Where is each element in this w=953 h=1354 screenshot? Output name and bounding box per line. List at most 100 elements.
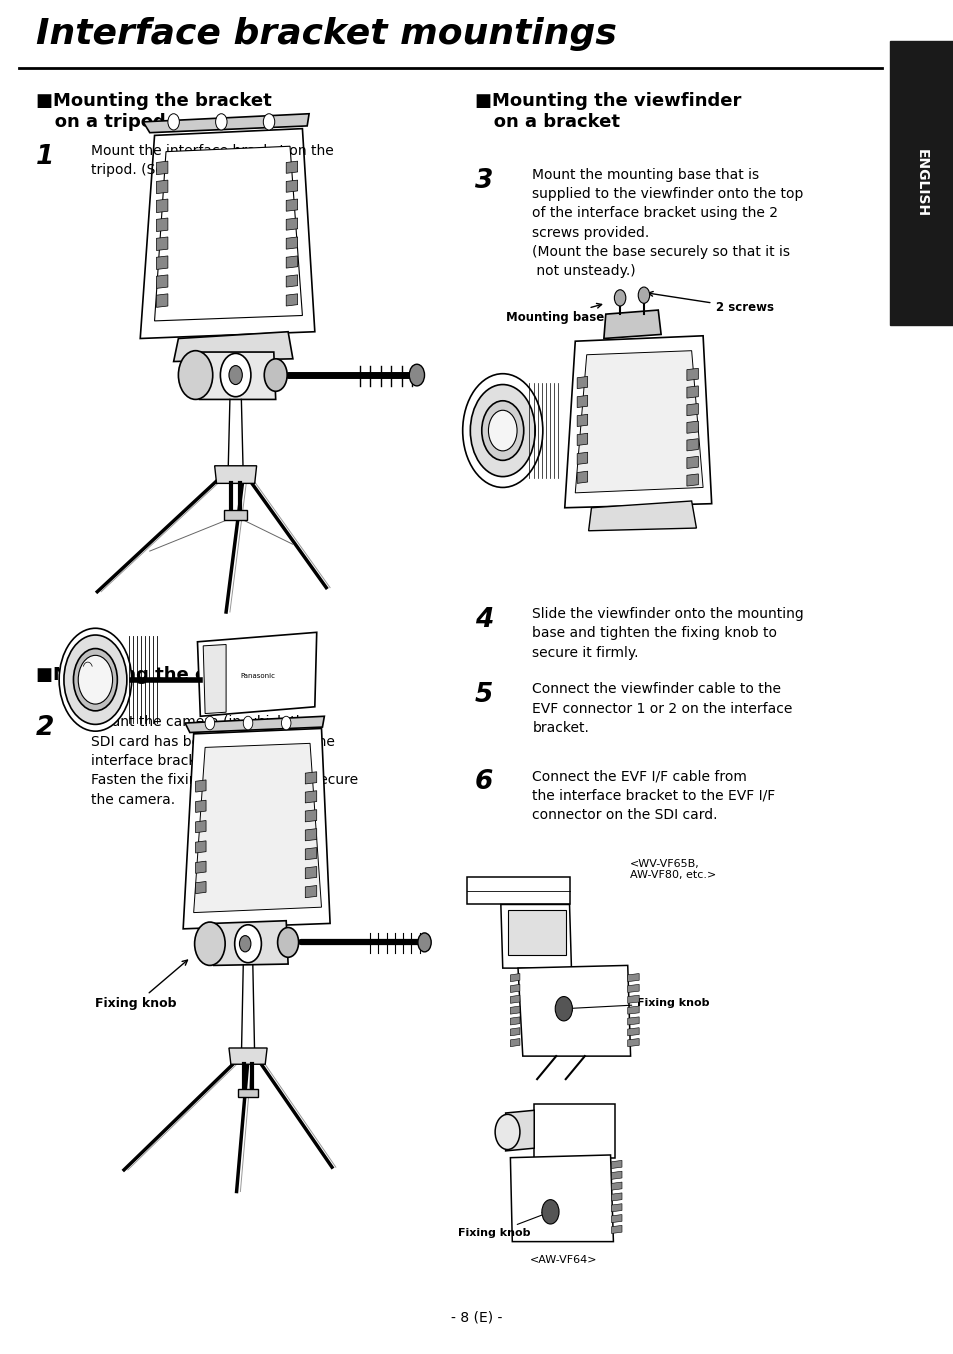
Polygon shape — [214, 466, 256, 483]
Polygon shape — [305, 810, 316, 822]
Polygon shape — [173, 332, 293, 362]
Polygon shape — [156, 256, 168, 269]
Circle shape — [481, 401, 523, 460]
Polygon shape — [193, 743, 321, 913]
Circle shape — [220, 353, 251, 397]
Text: Fixing knob: Fixing knob — [457, 1213, 546, 1238]
Circle shape — [495, 1114, 519, 1150]
Circle shape — [239, 936, 251, 952]
Polygon shape — [156, 294, 168, 307]
Circle shape — [194, 922, 225, 965]
Polygon shape — [510, 995, 519, 1003]
Circle shape — [638, 287, 649, 303]
Circle shape — [488, 410, 517, 451]
Circle shape — [215, 114, 227, 130]
Polygon shape — [588, 501, 696, 531]
Circle shape — [470, 385, 535, 477]
Polygon shape — [507, 910, 565, 955]
Polygon shape — [195, 800, 206, 812]
Text: 2 screws: 2 screws — [647, 291, 773, 314]
Polygon shape — [510, 984, 519, 992]
Polygon shape — [603, 310, 660, 338]
Polygon shape — [505, 1110, 534, 1151]
Text: Mount the mounting base that is
supplied to the viewfinder onto the top
of the i: Mount the mounting base that is supplied… — [532, 168, 802, 279]
Text: ENGLISH: ENGLISH — [914, 149, 928, 217]
Circle shape — [73, 649, 117, 711]
Circle shape — [263, 114, 274, 130]
Polygon shape — [577, 471, 587, 483]
Polygon shape — [627, 1028, 639, 1036]
Polygon shape — [611, 1204, 621, 1212]
Text: 3: 3 — [475, 168, 493, 194]
Polygon shape — [197, 352, 275, 399]
Polygon shape — [286, 275, 297, 287]
Polygon shape — [500, 904, 571, 968]
Polygon shape — [156, 199, 168, 213]
Polygon shape — [686, 386, 698, 398]
Text: ■Mounting the bracket
   on a tripod: ■Mounting the bracket on a tripod — [36, 92, 272, 131]
Polygon shape — [627, 974, 639, 982]
Polygon shape — [577, 452, 587, 464]
Polygon shape — [305, 829, 316, 841]
Polygon shape — [305, 867, 316, 879]
Circle shape — [178, 351, 213, 399]
Polygon shape — [286, 256, 297, 268]
Circle shape — [462, 374, 542, 487]
Circle shape — [59, 628, 132, 731]
Polygon shape — [185, 716, 324, 733]
Polygon shape — [156, 237, 168, 250]
Polygon shape — [577, 414, 587, 427]
Polygon shape — [577, 376, 587, 389]
Polygon shape — [238, 1089, 257, 1097]
Polygon shape — [534, 1104, 615, 1158]
Text: ■Mounting the camera: ■Mounting the camera — [36, 666, 270, 684]
Circle shape — [614, 290, 625, 306]
Polygon shape — [286, 237, 297, 249]
Circle shape — [168, 114, 179, 130]
Polygon shape — [686, 403, 698, 416]
Polygon shape — [286, 161, 297, 173]
Polygon shape — [195, 780, 206, 792]
Text: <WV-VF65B,
AW-VF80, etc.>: <WV-VF65B, AW-VF80, etc.> — [629, 858, 715, 880]
Circle shape — [229, 366, 242, 385]
Polygon shape — [686, 439, 698, 451]
Polygon shape — [686, 368, 698, 380]
Polygon shape — [286, 218, 297, 230]
Text: ■Mounting the viewfinder
   on a bracket: ■Mounting the viewfinder on a bracket — [475, 92, 740, 131]
Polygon shape — [286, 180, 297, 192]
Text: Connect the EVF I/F cable from
the interface bracket to the EVF I/F
connector on: Connect the EVF I/F cable from the inter… — [532, 769, 775, 822]
Text: Panasonic: Panasonic — [240, 673, 274, 678]
Circle shape — [541, 1200, 558, 1224]
Text: 2: 2 — [36, 715, 54, 741]
Polygon shape — [224, 510, 247, 520]
Polygon shape — [611, 1182, 621, 1190]
Circle shape — [264, 359, 287, 391]
Polygon shape — [203, 645, 226, 714]
Polygon shape — [156, 180, 168, 194]
Polygon shape — [611, 1171, 621, 1179]
Circle shape — [234, 925, 261, 963]
Polygon shape — [510, 1017, 519, 1025]
Polygon shape — [611, 1215, 621, 1223]
Polygon shape — [229, 1048, 267, 1064]
Circle shape — [78, 655, 112, 704]
Polygon shape — [510, 1155, 613, 1242]
Text: Mount the interface bracket on the
tripod. (Screw: 1/4 – 20UNC): Mount the interface bracket on the tripo… — [91, 144, 333, 177]
Text: Interface bracket mountings: Interface bracket mountings — [36, 18, 617, 51]
Text: - 8 (E) -: - 8 (E) - — [451, 1311, 502, 1324]
Text: 1: 1 — [36, 144, 54, 169]
Polygon shape — [577, 433, 587, 445]
Polygon shape — [467, 877, 569, 904]
Polygon shape — [686, 421, 698, 433]
Text: Connect the viewfinder cable to the
EVF connector 1 or 2 on the interface
bracke: Connect the viewfinder cable to the EVF … — [532, 682, 792, 735]
Polygon shape — [510, 1028, 519, 1036]
Polygon shape — [510, 1039, 519, 1047]
Polygon shape — [686, 456, 698, 468]
Polygon shape — [156, 161, 168, 175]
Polygon shape — [510, 1006, 519, 1014]
Polygon shape — [286, 199, 297, 211]
Polygon shape — [517, 965, 630, 1056]
Circle shape — [555, 997, 572, 1021]
Polygon shape — [564, 336, 711, 508]
Text: Slide the viewfinder onto the mounting
base and tighten the fixing knob to
secur: Slide the viewfinder onto the mounting b… — [532, 607, 803, 659]
